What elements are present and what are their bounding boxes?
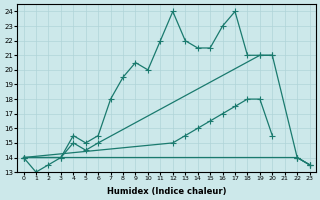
X-axis label: Humidex (Indice chaleur): Humidex (Indice chaleur): [107, 187, 226, 196]
